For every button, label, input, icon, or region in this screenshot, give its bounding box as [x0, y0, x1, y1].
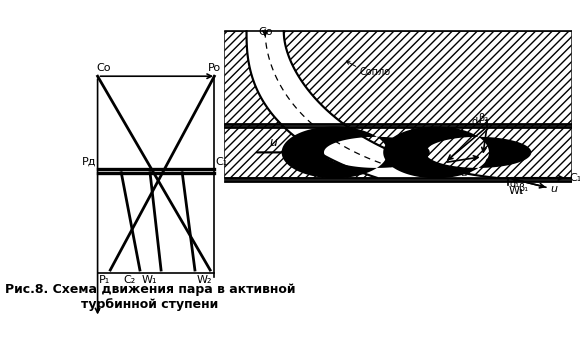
- Text: d₁: d₁: [510, 179, 520, 189]
- Polygon shape: [284, 31, 571, 178]
- Text: Рис.8. Схема движения пара в активной
турбинной ступени: Рис.8. Схема движения пара в активной ту…: [5, 283, 295, 311]
- Text: Co: Co: [258, 27, 273, 37]
- Text: d₂: d₂: [472, 117, 481, 127]
- Text: Po: Po: [208, 63, 221, 73]
- Text: W₂: W₂: [426, 164, 442, 174]
- Text: W₁: W₁: [509, 186, 524, 196]
- Text: C₂: C₂: [484, 158, 496, 168]
- Text: W₂: W₂: [197, 275, 212, 285]
- Text: Co: Co: [96, 63, 110, 73]
- PathPatch shape: [383, 126, 531, 178]
- Text: u: u: [550, 184, 557, 194]
- Text: u: u: [270, 136, 278, 149]
- Text: C₁: C₁: [569, 173, 580, 183]
- Text: u: u: [460, 168, 467, 178]
- Text: C₂: C₂: [124, 275, 136, 285]
- PathPatch shape: [282, 126, 430, 178]
- Text: Сопло: Сопло: [360, 67, 391, 77]
- Text: C₁: C₁: [215, 157, 227, 167]
- Polygon shape: [224, 31, 377, 178]
- Text: β₁: β₁: [518, 183, 528, 193]
- Text: Pд: Pд: [81, 157, 96, 167]
- Text: β₂: β₂: [478, 113, 488, 124]
- Text: W₁: W₁: [142, 275, 157, 285]
- Text: P₁: P₁: [99, 275, 111, 285]
